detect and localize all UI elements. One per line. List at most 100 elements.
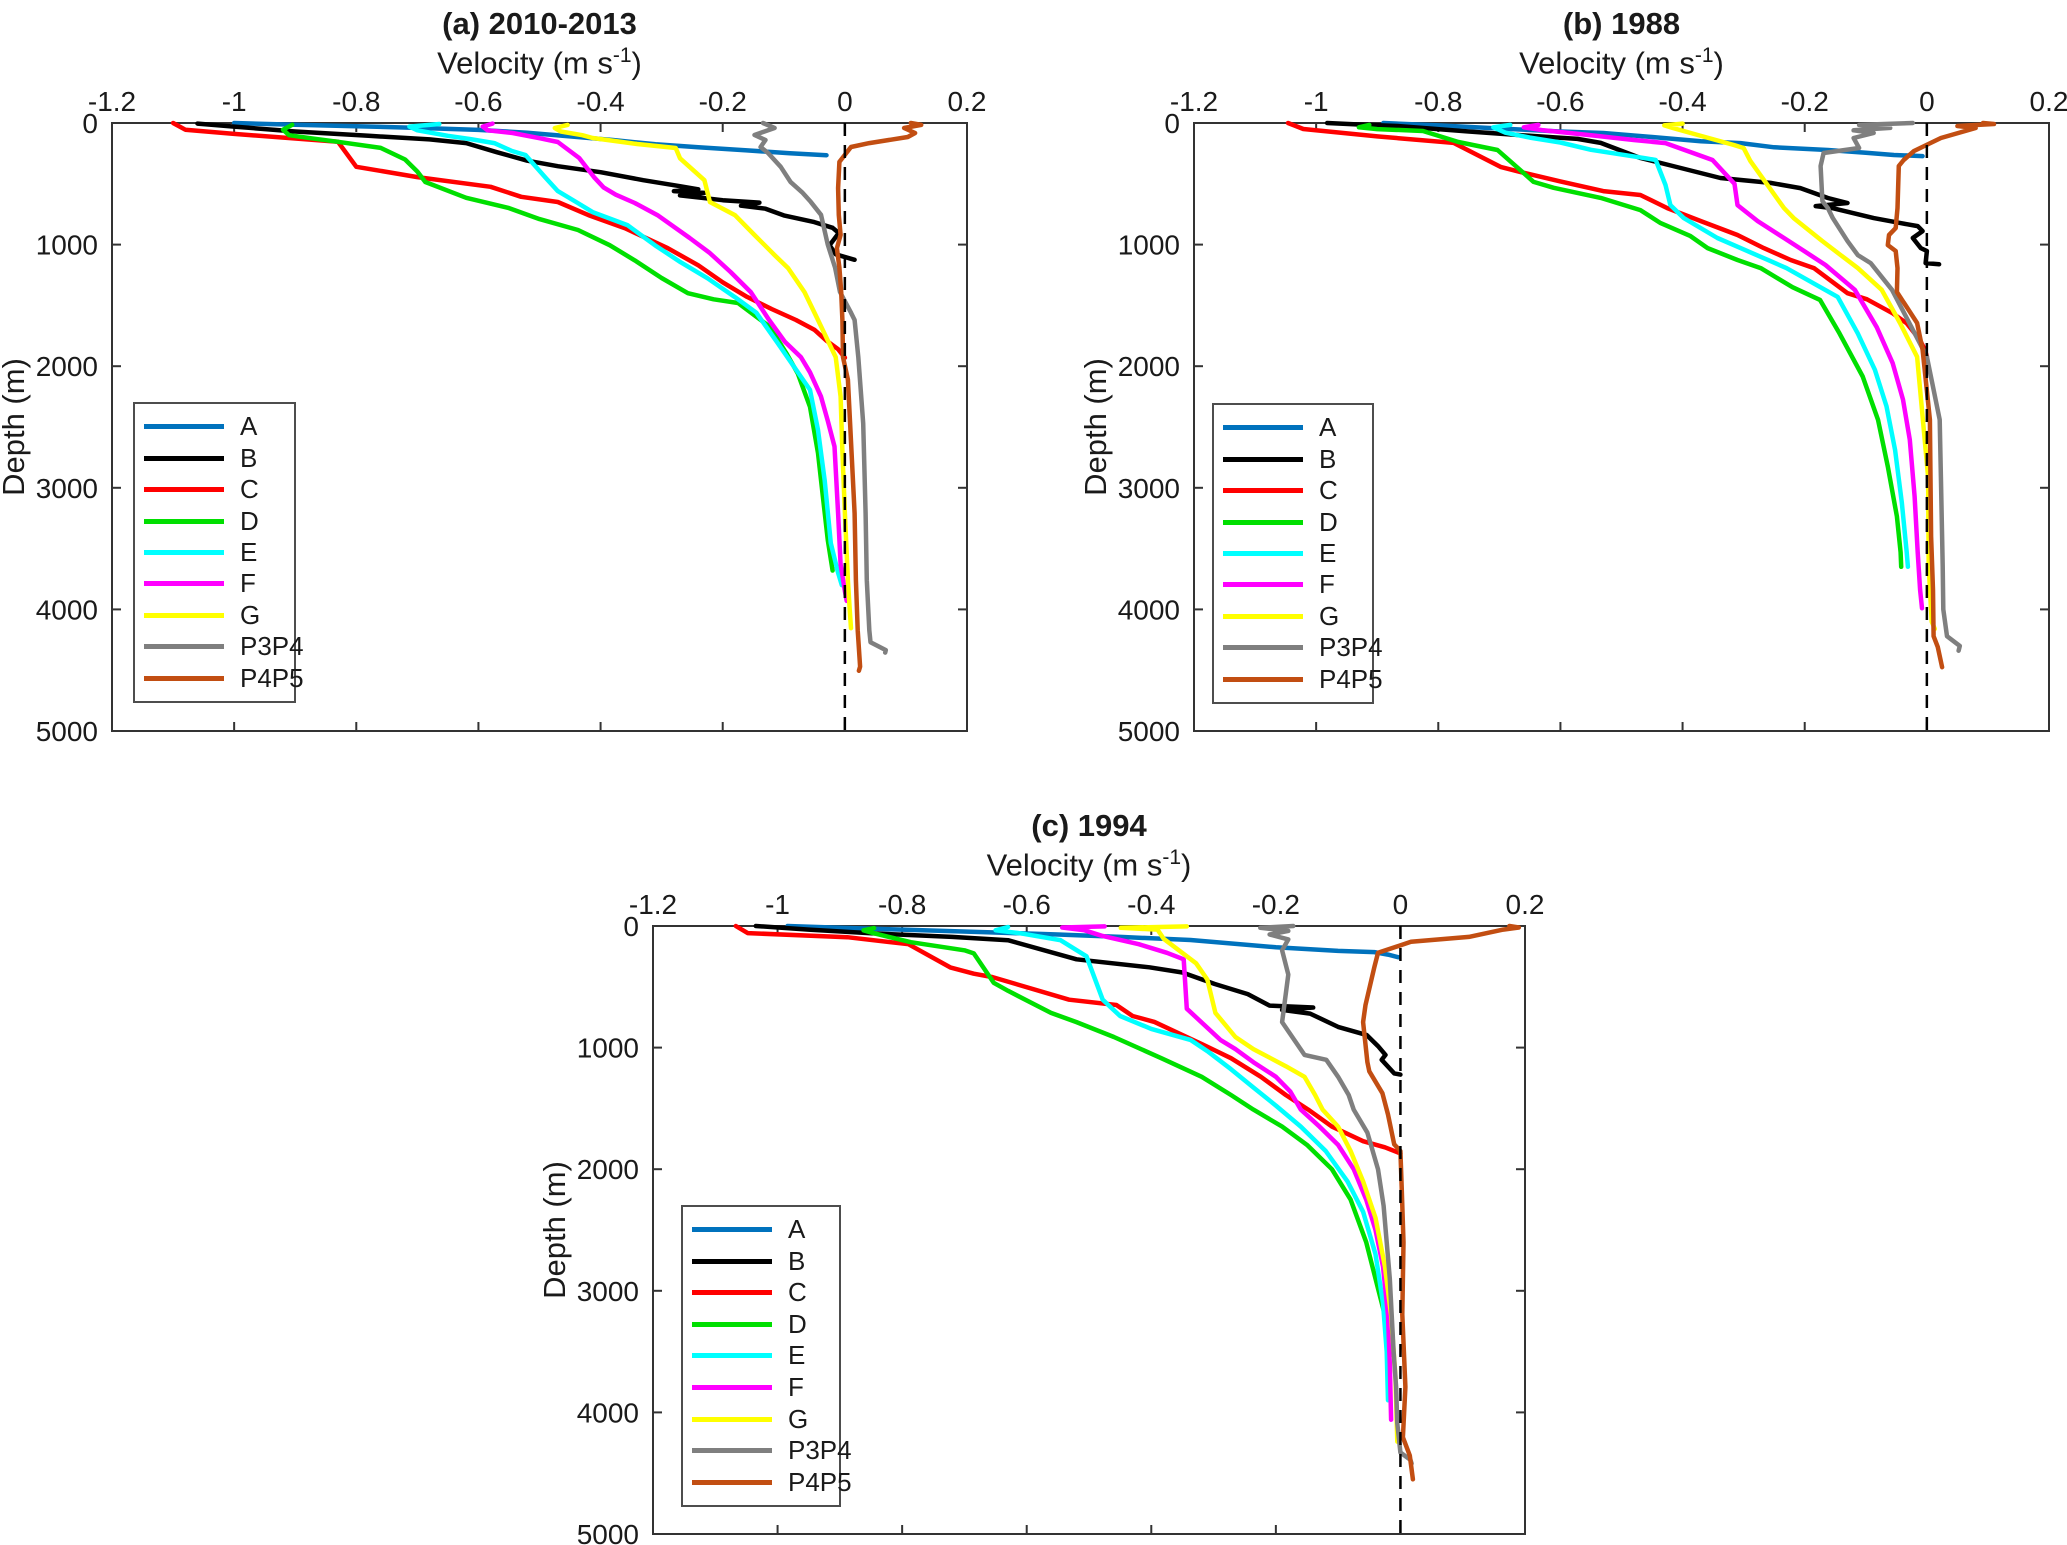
x-tick-label: 0 xyxy=(1919,86,1935,117)
x-tick-label: 0 xyxy=(837,86,853,117)
y-tick-label: 3000 xyxy=(1118,473,1180,504)
legend-item-C: C xyxy=(1214,475,1372,506)
legend-item-G: G xyxy=(1214,601,1372,632)
legend-label-G: G xyxy=(788,1403,809,1434)
panel-b-title: (b) 1988 xyxy=(1562,6,1681,41)
y-tick-label: 0 xyxy=(82,108,98,139)
legend-line-sample-B xyxy=(692,1258,772,1264)
series-line-E xyxy=(1491,122,1911,570)
y-tick-label: 4000 xyxy=(577,1397,639,1428)
series-line-B xyxy=(195,121,857,263)
legend-item-P3P4: P3P4 xyxy=(683,1435,852,1467)
xlabel-text: Velocity (m s xyxy=(437,45,613,81)
legend-item-E: E xyxy=(135,537,294,568)
legend-item-C: C xyxy=(683,1277,839,1309)
y-tick-label: 4000 xyxy=(1118,594,1180,625)
legend-item-B: B xyxy=(1214,443,1372,474)
legend-item-D: D xyxy=(683,1309,839,1341)
xlabel-close: ) xyxy=(1713,45,1724,81)
series-line-G xyxy=(1662,121,1938,632)
series-line-P3P4 xyxy=(1818,120,1963,653)
legend-line-sample-P4P5 xyxy=(1223,676,1303,682)
legend-item-F: F xyxy=(683,1372,839,1404)
legend-label-E: E xyxy=(240,536,258,567)
legend-item-B: B xyxy=(135,442,294,473)
y-tick-label: 1000 xyxy=(36,230,98,261)
panel-b-xlabel: Velocity (m s-1) xyxy=(1194,44,2049,81)
x-tick-label: -0.4 xyxy=(1127,889,1175,920)
x-tick-label: -1.2 xyxy=(88,86,136,117)
panel-c-legend: A B C D E F G P3P4 P4P5 xyxy=(681,1205,852,1507)
xlabel-text: Velocity (m s xyxy=(1519,45,1695,81)
x-tick-label: 0.2 xyxy=(948,86,987,117)
legend-label-C: C xyxy=(788,1277,807,1308)
panel-c-plot: -1.2 -1 -0.8 -0.6 -0.4 -0.2 0 0.2 0 1000 2000 3000 4… xyxy=(577,889,1545,1545)
legend-line-sample-D xyxy=(1223,519,1303,525)
x-tick-label: -1 xyxy=(222,86,247,117)
xlabel-superscript: -1 xyxy=(612,44,632,67)
legend-label-F: F xyxy=(240,568,256,599)
legend-line-sample-E xyxy=(692,1353,772,1359)
legend-label-B: B xyxy=(1319,443,1337,474)
legend-line-sample-P3P4 xyxy=(692,1448,772,1454)
y-tick-label: 2000 xyxy=(36,351,98,382)
legend-label-D: D xyxy=(788,1308,807,1339)
legend-line-sample-G xyxy=(1223,613,1303,619)
panel-a-xlabel: Velocity (m s-1) xyxy=(112,44,967,81)
legend-item-P4P5: P4P5 xyxy=(1214,664,1383,695)
legend-line-sample-G xyxy=(144,612,224,618)
legend-line-sample-P4P5 xyxy=(692,1479,772,1485)
legend-label-G: G xyxy=(1319,600,1340,631)
legend-item-G: G xyxy=(683,1403,839,1435)
axes-frame xyxy=(1193,122,2050,732)
legend-line-sample-C xyxy=(692,1290,772,1296)
legend-item-F: F xyxy=(135,568,294,599)
x-tick-label: -0.8 xyxy=(332,86,380,117)
x-tick-label: -0.8 xyxy=(878,889,926,920)
panel-b-ylabel: Depth (m) xyxy=(1078,358,1113,496)
panel-a-plot: -1.2 -1 -0.8 -0.6 -0.4 -0.2 0 0.2 0 1000 2000 3000 4… xyxy=(36,86,987,747)
panel-b-plot: -1.2 -1 -0.8 -0.6 -0.4 -0.2 0 0.2 0 1000 2000 3000 4… xyxy=(1118,86,2067,747)
legend-label-P3P4: P3P4 xyxy=(240,631,304,662)
x-tick-label: -1.2 xyxy=(629,889,677,920)
series-line-E xyxy=(993,924,1391,1403)
y-tick-label: 2000 xyxy=(1118,351,1180,382)
legend-label-G: G xyxy=(240,599,261,630)
xlabel-text: Velocity (m s xyxy=(986,847,1163,883)
legend-label-E: E xyxy=(788,1340,806,1371)
legend-label-A: A xyxy=(788,1214,806,1245)
panel-a-title: (a) 2010-2013 xyxy=(442,6,637,41)
y-tick-label: 2000 xyxy=(577,1154,639,1185)
x-tick-label: -0.6 xyxy=(1003,889,1051,920)
y-tick-label: 3000 xyxy=(36,473,98,504)
legend-item-A: A xyxy=(135,411,294,442)
legend-line-sample-A xyxy=(144,424,224,430)
legend-label-A: A xyxy=(240,411,258,442)
x-tick-label: -1.2 xyxy=(1170,86,1218,117)
legend-line-sample-P4P5 xyxy=(144,675,224,681)
legend-item-A: A xyxy=(683,1214,839,1246)
series-line-G xyxy=(1118,924,1400,1444)
legend-item-A: A xyxy=(1214,412,1372,443)
legend-line-sample-P3P4 xyxy=(1223,645,1303,651)
legend-item-D: D xyxy=(1214,506,1372,537)
legend-label-P3P4: P3P4 xyxy=(788,1435,852,1466)
series-line-D xyxy=(280,122,835,573)
legend-label-D: D xyxy=(1319,506,1338,537)
legend-label-P4P5: P4P5 xyxy=(788,1466,852,1497)
y-tick-label: 5000 xyxy=(577,1519,639,1545)
legend-line-sample-A xyxy=(692,1227,772,1233)
x-tick-label: -0.2 xyxy=(1781,86,1829,117)
legend-item-P4P5: P4P5 xyxy=(683,1466,852,1498)
xlabel-superscript: -1 xyxy=(1162,846,1182,869)
xlabel-superscript: -1 xyxy=(1694,44,1714,67)
panel-c-title: (c) 1994 xyxy=(1031,808,1147,843)
legend-line-sample-C xyxy=(1223,488,1303,494)
y-tick-label: 5000 xyxy=(36,716,98,747)
legend-item-P4P5: P4P5 xyxy=(135,663,304,694)
legend-line-sample-F xyxy=(692,1385,772,1390)
y-tick-label: 3000 xyxy=(577,1276,639,1307)
series-line-C xyxy=(170,120,848,360)
legend-label-C: C xyxy=(240,474,259,505)
